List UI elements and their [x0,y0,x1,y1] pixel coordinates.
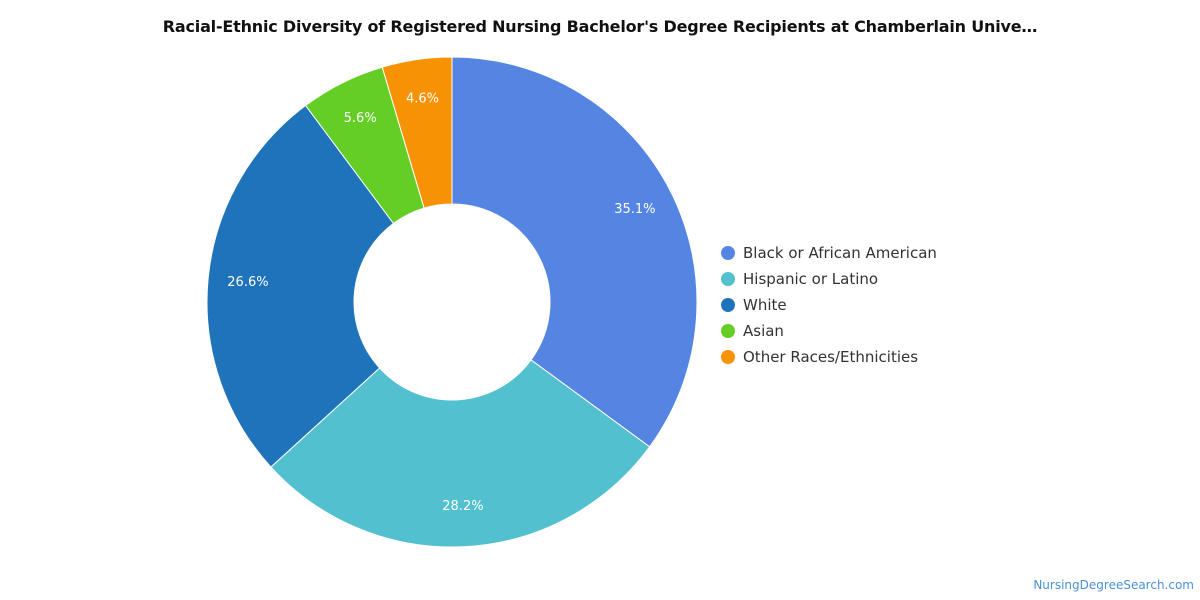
source-attribution-link[interactable]: NursingDegreeSearch.com [1033,578,1194,592]
legend-swatch [721,350,735,364]
slice-value-label: 26.6% [227,275,268,290]
pie-slice-other-races-ethnicities[interactable] [381,56,453,209]
legend-label: White [743,296,787,314]
slice-value-label: 28.2% [442,499,483,514]
pie-slice-white[interactable] [206,104,395,468]
pie-slice-black-or-african-american[interactable] [451,56,698,448]
legend-item[interactable]: Black or African American [721,240,937,266]
legend-item[interactable]: Asian [721,318,937,344]
legend-swatch [721,324,735,338]
chart-title: Racial-Ethnic Diversity of Registered Nu… [162,17,1038,36]
slice-value-label: 5.6% [344,111,377,126]
legend-swatch [721,246,735,260]
legend-item[interactable]: Hispanic or Latino [721,266,937,292]
slice-value-label: 4.6% [406,92,439,107]
legend-swatch [721,298,735,312]
legend-label: Black or African American [743,244,937,262]
legend-item[interactable]: Other Races/Ethnicities [721,344,937,370]
legend-label: Asian [743,322,784,340]
legend-label: Hispanic or Latino [743,270,879,288]
chart-legend: Black or African American Hispanic or Lat… [721,240,937,370]
legend-swatch [721,272,735,286]
pie-slice-hispanic-or-latino[interactable] [270,359,651,548]
legend-label: Other Races/Ethnicities [743,348,919,366]
legend-item[interactable]: White [721,292,937,318]
slice-value-label: 35.1% [614,202,655,217]
